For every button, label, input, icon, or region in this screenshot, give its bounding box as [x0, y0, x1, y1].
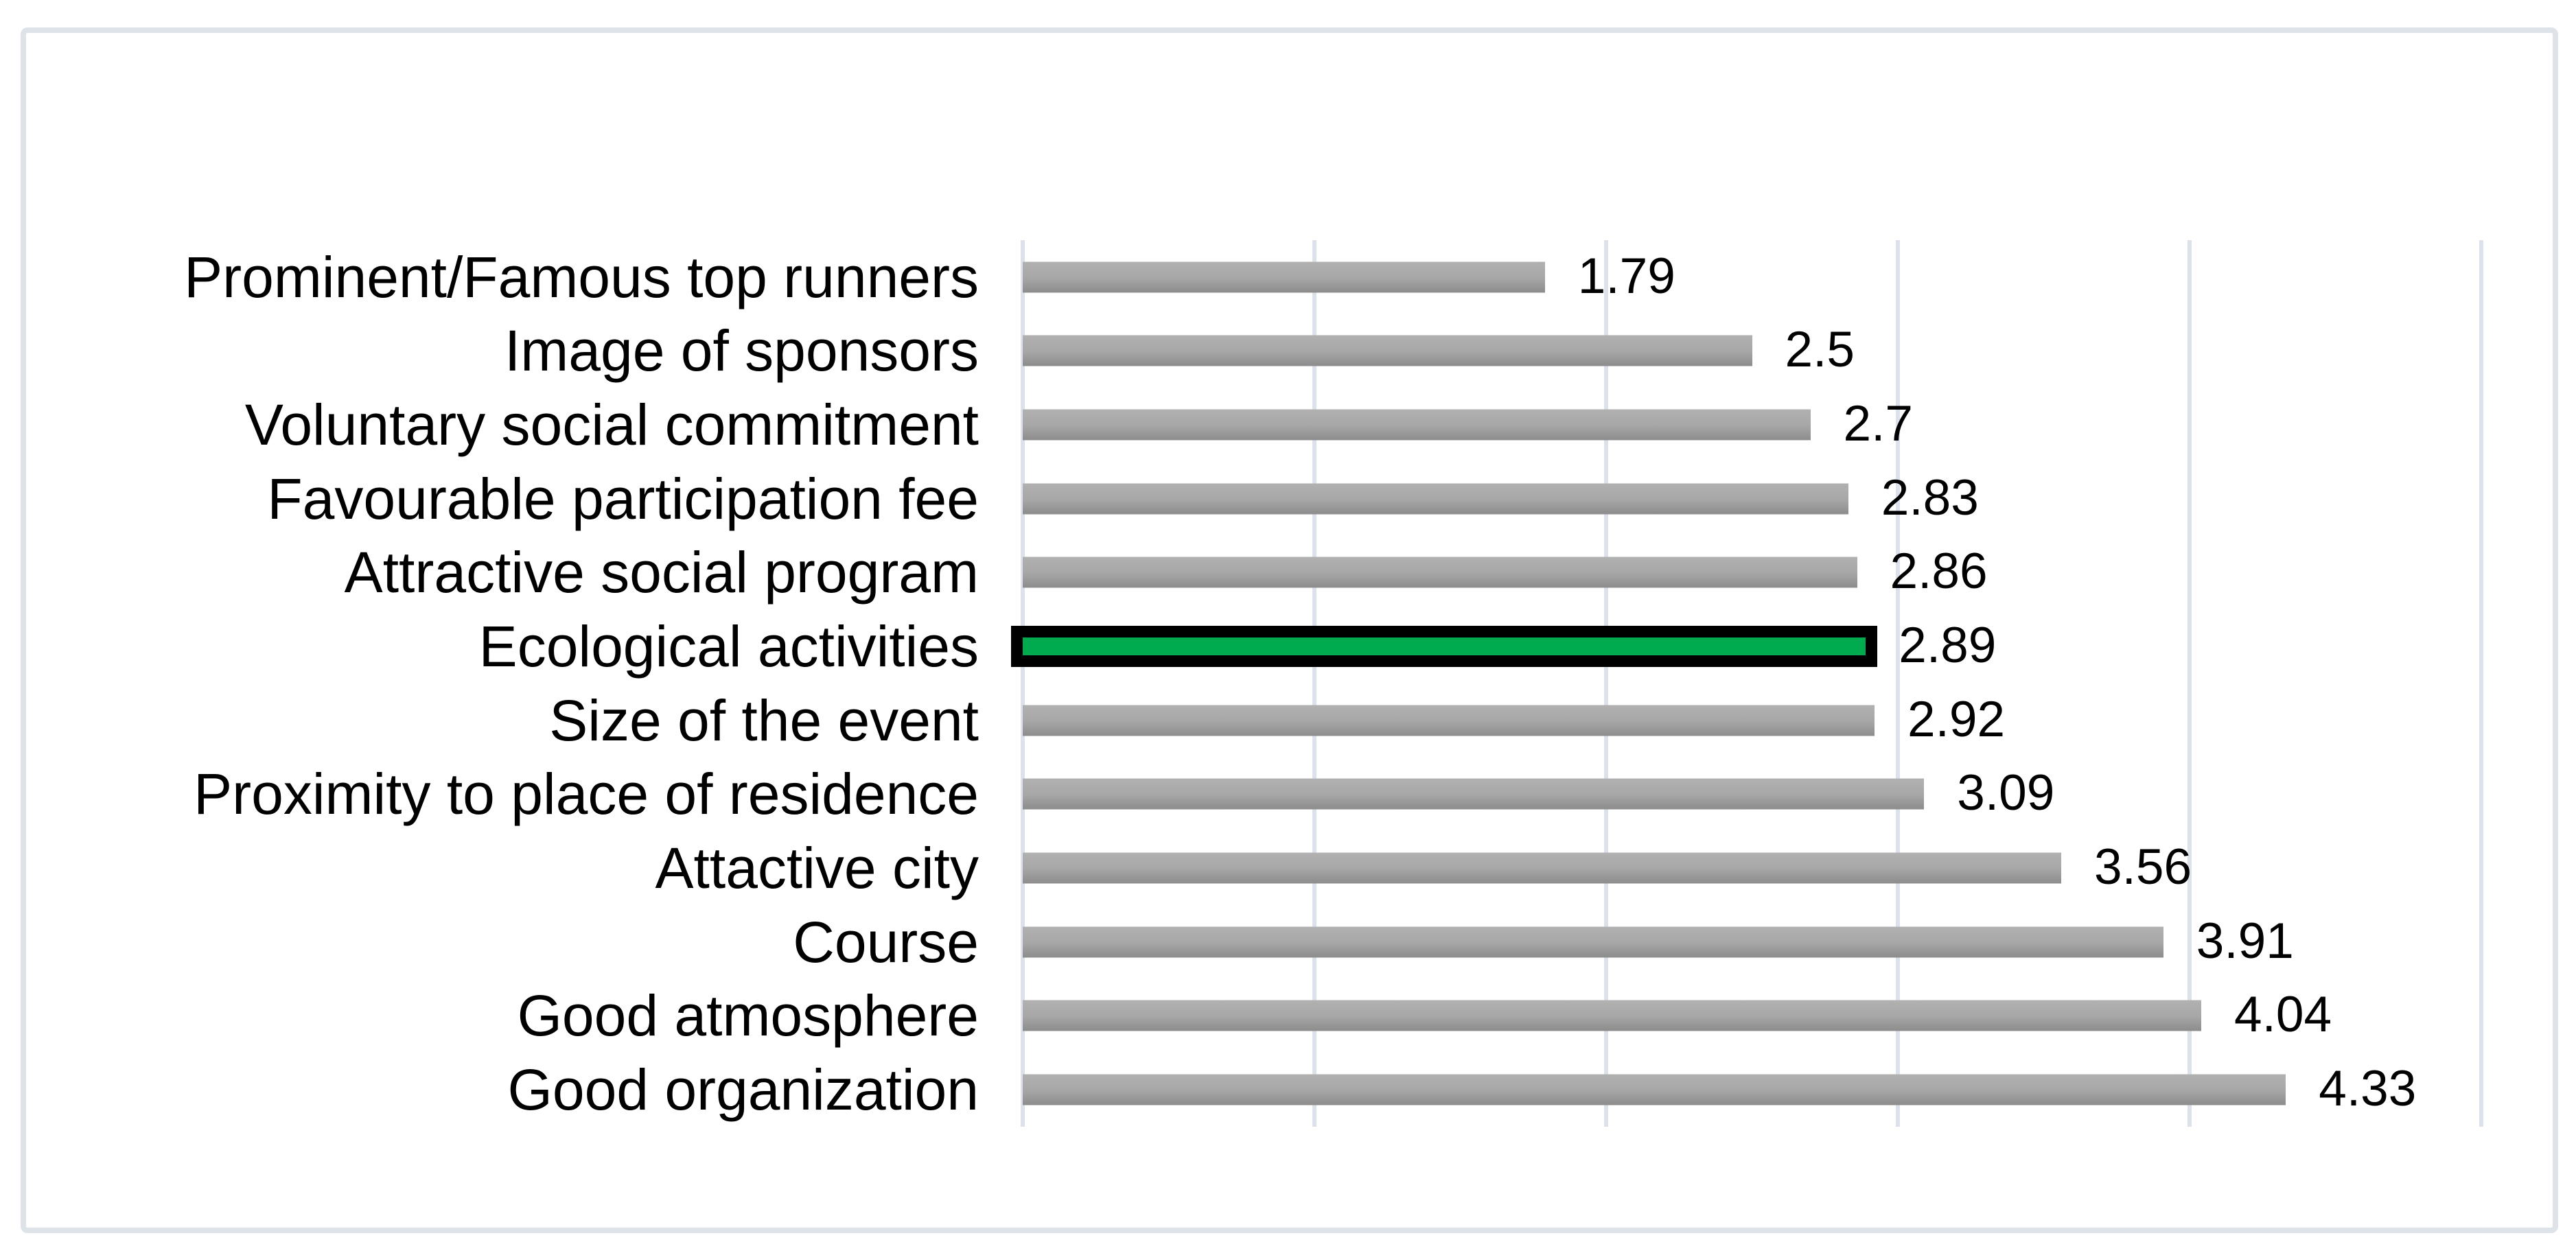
value-label: 2.92: [1907, 691, 2006, 747]
category-label: Voluntary social commitment: [244, 393, 979, 458]
gridline: [1604, 240, 1608, 1127]
bar: [1023, 705, 1875, 736]
gridline: [1021, 240, 1025, 1127]
bar: [1023, 778, 1925, 810]
gridlines: [1021, 240, 2483, 1127]
bar-row: Image of sponsors 2.5: [26, 314, 2553, 388]
bar-row: Course 3.91: [26, 905, 2553, 979]
category-label: Course: [793, 909, 979, 974]
bar-row: Good atmosphere 4.04: [26, 979, 2553, 1053]
bar-track: 2.92: [1023, 683, 2481, 758]
value-label: 1.79: [1577, 248, 1675, 304]
chart-frame: Prominent/Famous top runners 1.79 Image …: [21, 27, 2558, 1233]
category-label: Size of the event: [549, 688, 979, 753]
bar-row: Good organization 4.33: [26, 1053, 2553, 1127]
gridline: [1896, 240, 1900, 1127]
bar: [1023, 335, 1752, 366]
bar-track: 3.56: [1023, 831, 2481, 905]
category-label: Attactive city: [655, 836, 979, 901]
value-label: 2.83: [1881, 469, 1979, 526]
bar-track: 2.89: [1011, 609, 2481, 683]
bar-track: 2.83: [1023, 462, 2481, 536]
bar-row: Favourable participation fee 2.83: [26, 462, 2553, 536]
bar-track: 2.5: [1023, 314, 2481, 388]
value-label: 2.86: [1890, 543, 1988, 600]
bar-rows: Prominent/Famous top runners 1.79 Image …: [26, 240, 2553, 1127]
category-label: Ecological activities: [478, 614, 979, 679]
bar-row: Proximity to place of residence 3.09: [26, 758, 2553, 832]
value-label: 4.33: [2319, 1061, 2417, 1117]
category-label: Image of sponsors: [504, 318, 979, 384]
bar: [1023, 483, 1848, 515]
value-label: 3.91: [2196, 913, 2294, 969]
bar-row: Attractive social program 2.86: [26, 536, 2553, 610]
bar: [1023, 852, 2061, 884]
category-label: Prominent/Famous top runners: [184, 244, 979, 309]
category-label: Good atmosphere: [517, 983, 979, 1049]
value-label: 2.7: [1843, 396, 1913, 452]
bar: [1023, 557, 1857, 588]
bar-track: 3.09: [1023, 758, 2481, 832]
value-label: 3.56: [2094, 839, 2192, 895]
bar-track: 4.33: [1023, 1053, 2481, 1127]
bar-track: 1.79: [1023, 240, 2481, 314]
gridline: [2479, 240, 2483, 1127]
bar-track: 3.91: [1023, 905, 2481, 979]
bar: [1023, 1000, 2201, 1031]
category-label: Favourable participation fee: [267, 466, 979, 531]
bar-track: 2.7: [1023, 388, 2481, 462]
value-label: 2.89: [1899, 618, 1997, 674]
bar-row: Voluntary social commitment 2.7: [26, 388, 2553, 462]
bar: [1023, 926, 2163, 958]
category-label: Proximity to place of residence: [194, 762, 979, 827]
highlighted-bar: [1011, 626, 1878, 668]
value-label: 2.5: [1785, 322, 1855, 378]
bar-track: 2.86: [1023, 536, 2481, 610]
bar-row: Size of the event 2.92: [26, 683, 2553, 758]
bar-row: Attactive city 3.56: [26, 831, 2553, 905]
bar: [1023, 261, 1545, 293]
value-label: 3.09: [1957, 765, 2055, 821]
bar-row: Prominent/Famous top runners 1.79: [26, 240, 2553, 314]
bar: [1023, 1074, 2286, 1105]
bar: [1023, 409, 1811, 441]
bar-row-highlighted: Ecological activities 2.89: [26, 609, 2553, 683]
value-label: 4.04: [2234, 987, 2332, 1043]
bar-track: 4.04: [1023, 979, 2481, 1053]
gridline: [2188, 240, 2192, 1127]
category-label: Good organization: [507, 1057, 979, 1123]
category-label: Attractive social program: [344, 540, 979, 605]
gridline: [1312, 240, 1316, 1127]
